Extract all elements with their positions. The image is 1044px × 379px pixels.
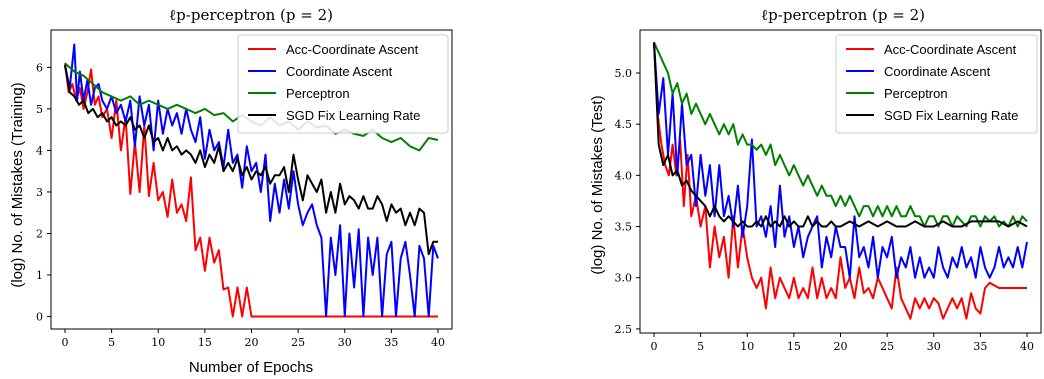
y-tick-label: 6	[36, 61, 43, 74]
y-tick-label: 5	[36, 103, 43, 116]
legend-label: Coordinate Ascent	[286, 64, 393, 79]
legend-box	[237, 34, 449, 134]
x-tick-label: 30	[338, 336, 352, 349]
y-tick-label: 1	[36, 269, 43, 282]
x-tick-label: 10	[740, 340, 754, 353]
x-axis-label: Number of Epochs	[189, 359, 313, 376]
y-tick-label: 3	[36, 186, 43, 199]
y-axis-ticks: 2.5 3.0 3.5 4.0 4.5 5.0	[615, 67, 640, 336]
x-tick-label: 20	[834, 340, 848, 353]
y-tick-label: 4.5	[615, 118, 633, 131]
x-tick-label: 5	[697, 340, 704, 353]
x-tick-label: 0	[650, 340, 657, 353]
y-tick-label: 0	[36, 311, 43, 324]
x-tick-label: 10	[151, 336, 165, 349]
x-tick-label: 15	[198, 336, 212, 349]
x-tick-label: 15	[787, 340, 801, 353]
y-tick-label: 3.0	[615, 272, 633, 285]
legend-label: SGD Fix Learning Rate	[286, 108, 420, 123]
series-line-coordinate-ascent	[653, 42, 1028, 279]
x-tick-label: 25	[880, 340, 894, 353]
y-tick-label: 3.5	[615, 221, 633, 234]
x-tick-label: 35	[973, 340, 987, 353]
legend-label: Acc-Coordinate Ascent	[286, 42, 419, 57]
legend-label: Perceptron	[286, 86, 350, 101]
y-tick-label: 4.0	[615, 169, 633, 182]
chart-title: ℓp-perceptron (p = 2)	[761, 6, 925, 24]
x-tick-label: 35	[384, 336, 398, 349]
y-tick-label: 4	[36, 144, 43, 157]
x-tick-label: 30	[927, 340, 941, 353]
series-group	[653, 41, 1028, 320]
test-mistakes-chart: ℓp-perceptron (p = 2) 0 5 10 15 20 25 30 35 40 2…	[589, 6, 1042, 353]
x-tick-label: 40	[431, 336, 445, 349]
series-line-sgd-fix-learning-rate	[653, 42, 1028, 228]
legend-label: Coordinate Ascent	[884, 64, 991, 79]
y-axis-label: (log) No. of Mistakes (Training)	[9, 82, 26, 287]
x-tick-label: 0	[61, 336, 68, 349]
legend: Acc-Coordinate Ascent Coordinate Ascent Pe…	[237, 34, 449, 134]
legend-label: Perceptron	[884, 86, 948, 101]
legend-label: Acc-Coordinate Ascent	[884, 42, 1017, 57]
x-axis-ticks: 0 5 10 15 20 25 30 35 40	[650, 333, 1034, 353]
x-tick-label: 25	[291, 336, 305, 349]
legend: Acc-Coordinate Ascent Coordinate Ascent Pe…	[835, 34, 1038, 134]
x-tick-label: 40	[1020, 340, 1034, 353]
legend-label: SGD Fix Learning Rate	[884, 108, 1018, 123]
y-tick-label: 5.0	[615, 67, 633, 80]
y-tick-label: 2.5	[615, 323, 633, 336]
y-tick-label: 2	[36, 227, 43, 240]
series-line-acc-coordinate-ascent	[64, 63, 438, 318]
chart-title: ℓp-perceptron (p = 2)	[169, 6, 333, 24]
series-line-coordinate-ascent	[64, 43, 439, 318]
legend-box	[835, 34, 1038, 134]
x-axis-ticks: 0 5 10 15 20 25 30 35 40	[61, 329, 445, 349]
x-tick-label: 5	[108, 336, 115, 349]
y-axis-ticks: 0 1 2 3 4 5 6	[36, 61, 51, 324]
x-tick-label: 20	[245, 336, 259, 349]
series-line-sgd-fix-learning-rate	[64, 65, 438, 256]
training-mistakes-chart: ℓp-perceptron (p = 2) 0 5 10 15 20 25 30 35 40 0…	[9, 6, 453, 376]
y-axis-label: (log) No. of Mistakes (Test)	[589, 95, 606, 274]
